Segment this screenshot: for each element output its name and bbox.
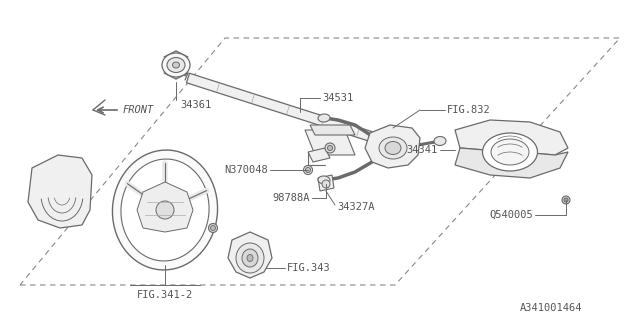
Polygon shape bbox=[455, 120, 568, 155]
Ellipse shape bbox=[149, 194, 181, 226]
Polygon shape bbox=[455, 148, 568, 178]
Ellipse shape bbox=[113, 150, 218, 270]
Polygon shape bbox=[365, 125, 420, 168]
Ellipse shape bbox=[121, 159, 209, 261]
Text: 34361: 34361 bbox=[180, 100, 211, 110]
Ellipse shape bbox=[318, 176, 330, 184]
Ellipse shape bbox=[562, 196, 570, 204]
Ellipse shape bbox=[322, 180, 330, 188]
Polygon shape bbox=[228, 232, 272, 278]
Text: 34341: 34341 bbox=[407, 145, 438, 155]
Polygon shape bbox=[28, 155, 92, 228]
Ellipse shape bbox=[156, 201, 174, 219]
Ellipse shape bbox=[242, 249, 258, 267]
Polygon shape bbox=[305, 130, 355, 155]
Polygon shape bbox=[318, 175, 334, 191]
Ellipse shape bbox=[211, 226, 216, 230]
Ellipse shape bbox=[209, 223, 218, 233]
Ellipse shape bbox=[328, 146, 333, 150]
Ellipse shape bbox=[491, 139, 529, 165]
Ellipse shape bbox=[385, 141, 401, 155]
Ellipse shape bbox=[564, 198, 568, 202]
Ellipse shape bbox=[434, 137, 446, 146]
Polygon shape bbox=[310, 125, 355, 135]
Text: FRONT: FRONT bbox=[123, 105, 154, 115]
Text: FIG.343: FIG.343 bbox=[287, 263, 331, 273]
Polygon shape bbox=[137, 182, 193, 232]
Text: 98788A: 98788A bbox=[273, 193, 310, 203]
Text: Q540005: Q540005 bbox=[489, 210, 533, 220]
Ellipse shape bbox=[236, 243, 264, 273]
Text: A341001464: A341001464 bbox=[520, 303, 582, 313]
Ellipse shape bbox=[167, 58, 185, 73]
Polygon shape bbox=[308, 148, 330, 162]
Ellipse shape bbox=[162, 53, 190, 77]
Text: 34327A: 34327A bbox=[337, 202, 374, 212]
Ellipse shape bbox=[305, 167, 310, 172]
Text: N370048: N370048 bbox=[224, 165, 268, 175]
Ellipse shape bbox=[303, 165, 312, 174]
Text: FIG.341-2: FIG.341-2 bbox=[137, 290, 193, 300]
Ellipse shape bbox=[325, 143, 335, 153]
Text: FIG.832: FIG.832 bbox=[447, 105, 491, 115]
Polygon shape bbox=[186, 73, 390, 147]
Text: 34531: 34531 bbox=[322, 93, 353, 103]
Ellipse shape bbox=[247, 254, 253, 261]
Ellipse shape bbox=[173, 62, 179, 68]
Ellipse shape bbox=[379, 137, 407, 159]
Ellipse shape bbox=[318, 114, 330, 122]
Ellipse shape bbox=[483, 133, 538, 171]
